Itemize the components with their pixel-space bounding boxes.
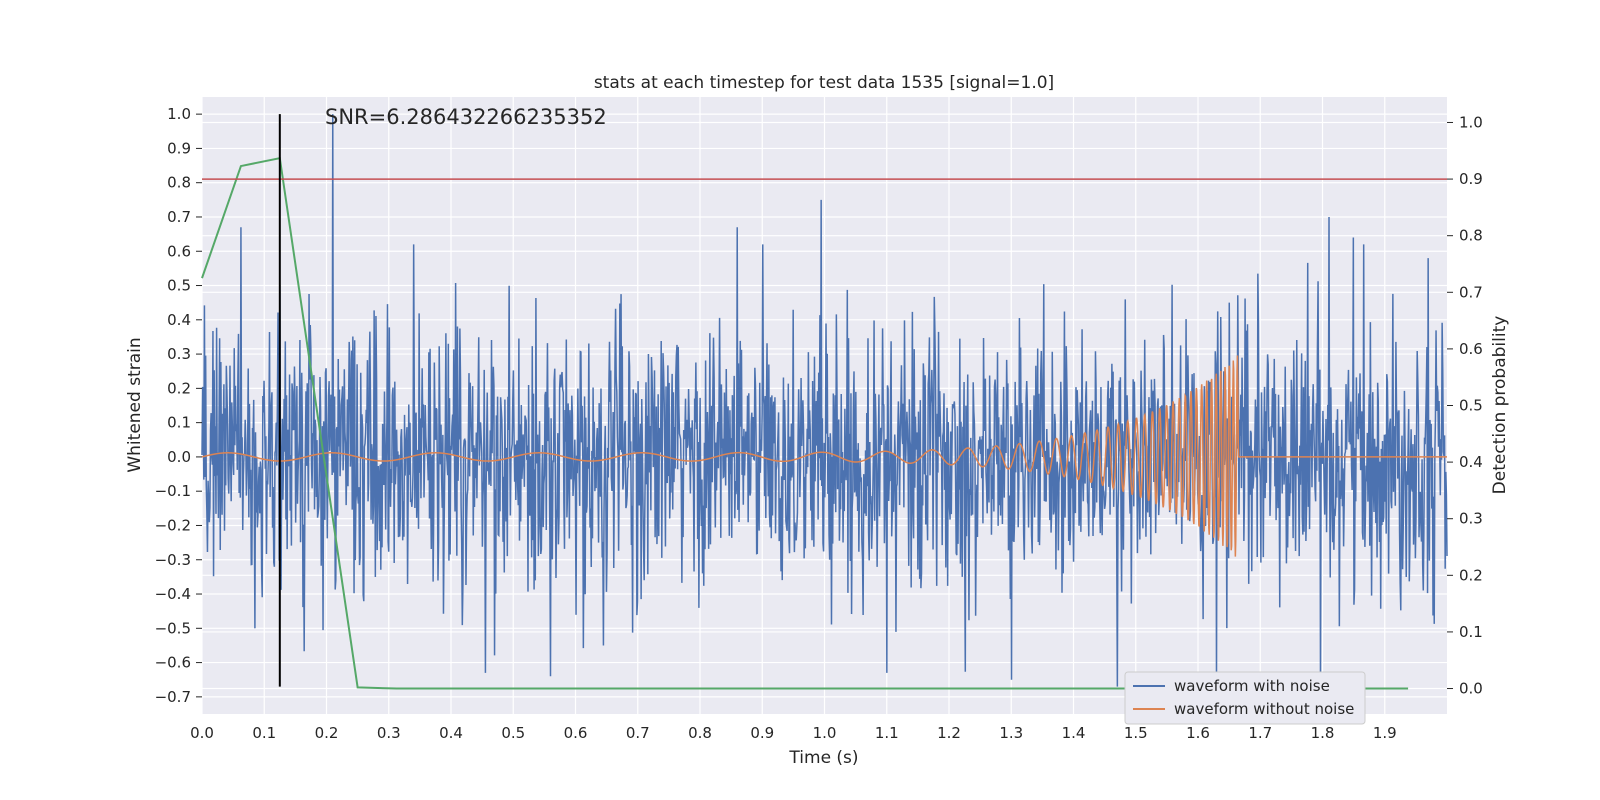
y-tick-label: −0.1	[155, 482, 191, 500]
x-tick-label: 1.4	[1062, 724, 1086, 742]
y-tick-label: 0.5	[167, 277, 191, 295]
x-tick-label: 0.6	[564, 724, 588, 742]
x-tick-label: 0.3	[377, 724, 401, 742]
legend: waveform with noise waveform without noi…	[1124, 671, 1366, 725]
y2-tick-label: 0.0	[1459, 680, 1483, 698]
series-waveform-without-noise	[201, 355, 1447, 557]
y-tick-label: 0.6	[167, 242, 191, 260]
y-tick-label: 0.9	[167, 139, 191, 157]
series-layer	[201, 114, 1448, 690]
y-tick-label: 0.0	[167, 448, 191, 466]
y-tick-label: 0.3	[167, 345, 191, 363]
x-tick-label: 0.9	[750, 724, 774, 742]
x-tick-label: 0.0	[190, 724, 214, 742]
x-tick-label: 0.5	[501, 724, 525, 742]
legend-label-noise: waveform with noise	[1174, 677, 1330, 695]
y-tick-label: −0.6	[155, 654, 191, 672]
y2-tick-label: 1.0	[1459, 113, 1483, 131]
y2-tick-label: 0.6	[1459, 340, 1483, 358]
y2-tick-label: 0.7	[1459, 283, 1483, 301]
y2-tick-label: 0.9	[1459, 170, 1483, 188]
y-tick-label: 0.7	[167, 208, 191, 226]
x-tick-label: 0.2	[315, 724, 339, 742]
y2-tick-label: 0.1	[1459, 623, 1483, 641]
x-tick-label: 1.0	[813, 724, 837, 742]
y2-tick-label: 0.4	[1459, 453, 1483, 471]
x-tick-label: 0.4	[439, 724, 463, 742]
y-axis-label: Whitened strain	[125, 337, 145, 472]
y-tick-label: −0.2	[155, 516, 191, 534]
legend-label-clean: waveform without noise	[1174, 700, 1354, 718]
chart-title: stats at each timestep for test data 153…	[594, 73, 1054, 93]
series-detection-probability	[201, 156, 1409, 690]
y-tick-label: −0.5	[155, 619, 191, 637]
x-tick-label: 1.7	[1248, 724, 1272, 742]
y-tick-label: 0.8	[167, 174, 191, 192]
series-waveform-with-noise	[201, 114, 1448, 687]
y2-tick-label: 0.3	[1459, 510, 1483, 528]
y-tick-label: 0.4	[167, 311, 191, 329]
x-tick-label: 1.8	[1311, 724, 1335, 742]
y2-tick-label: 0.2	[1459, 566, 1483, 584]
legend-box	[1124, 671, 1366, 725]
y-tick-label: −0.7	[155, 688, 191, 706]
x-tick-label: 0.1	[252, 724, 276, 742]
y2-axis-label: Detection probability	[1490, 316, 1510, 495]
x-tick-label: 1.3	[999, 724, 1023, 742]
x-axis-label: Time (s)	[788, 748, 858, 768]
axes-layer: 0.0 0.1 0.2 0.3 0.4 0.5 0.6 0.7 0.8 0.9 1.0 1.1 1.2 1…	[155, 105, 1483, 742]
x-tick-label: 1.9	[1373, 724, 1397, 742]
y-tick-label: −0.3	[155, 551, 191, 569]
y-tick-label: 0.1	[167, 414, 191, 432]
x-tick-label: 0.8	[688, 724, 712, 742]
snr-annotation: SNR=6.286432266235352	[325, 105, 607, 129]
x-tick-label: 1.6	[1186, 724, 1210, 742]
y-tick-label: −0.4	[155, 585, 191, 603]
x-tick-label: 1.1	[875, 724, 899, 742]
y2-tick-label: 0.5	[1459, 397, 1483, 415]
x-tick-label: 1.5	[1124, 724, 1148, 742]
y-tick-label: 1.0	[167, 105, 191, 123]
y2-tick-label: 0.8	[1459, 227, 1483, 245]
x-tick-label: 0.7	[626, 724, 650, 742]
x-tick-label: 1.2	[937, 724, 961, 742]
y-tick-label: 0.2	[167, 379, 191, 397]
